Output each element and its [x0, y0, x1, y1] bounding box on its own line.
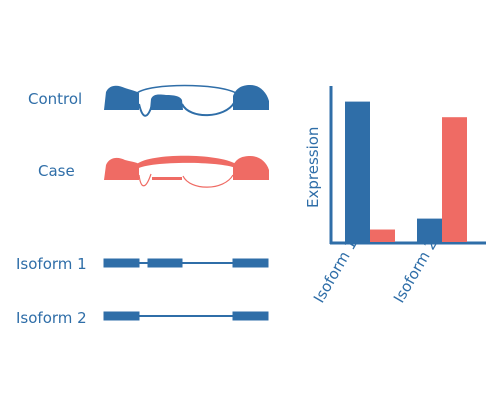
case-coverage-track — [104, 155, 269, 188]
bars-group — [345, 101, 467, 242]
isoform2-structure — [103, 311, 269, 321]
isoform1-exon2 — [147, 258, 183, 268]
x-tick-label-isoform-1: Isoform 1 — [310, 236, 361, 306]
case-junction-1-3 — [137, 155, 236, 169]
isoform2-exon1 — [103, 311, 140, 321]
control-junction-1-3 — [136, 84, 237, 94]
bar-case-isoform-2 — [442, 117, 467, 242]
isoform1-structure — [103, 258, 269, 268]
isoform1-exon1 — [103, 258, 140, 268]
case-junction-1-2 — [138, 173, 152, 187]
case-exon1-coverage — [104, 157, 139, 180]
bar-case-isoform-1 — [370, 229, 395, 242]
control-exon2-coverage — [150, 94, 183, 110]
control-junction-2-3 — [181, 102, 235, 117]
control-coverage-track — [104, 84, 269, 117]
control-junction-1-2 — [138, 103, 153, 117]
control-exon3-coverage — [233, 85, 269, 110]
expression-bar-chart: Expression Isoform 1 Isoform 2 — [304, 86, 486, 306]
isoform1-exon3 — [232, 258, 269, 268]
control-label: Control — [28, 90, 82, 108]
isoform2-exon3 — [232, 311, 269, 321]
case-label: Case — [38, 162, 75, 180]
isoform1-label: Isoform 1 — [16, 255, 87, 273]
case-exon2-coverage — [152, 177, 182, 180]
y-axis-label: Expression — [304, 127, 322, 208]
case-exon3-coverage — [233, 156, 269, 180]
control-exon1-coverage — [104, 85, 139, 110]
bar-control-isoform-2 — [417, 218, 442, 242]
case-junction-2-3 — [182, 174, 234, 188]
bar-control-isoform-1 — [345, 101, 370, 242]
x-tick-label-isoform-2: Isoform 2 — [390, 236, 441, 306]
isoform2-label: Isoform 2 — [16, 309, 87, 327]
